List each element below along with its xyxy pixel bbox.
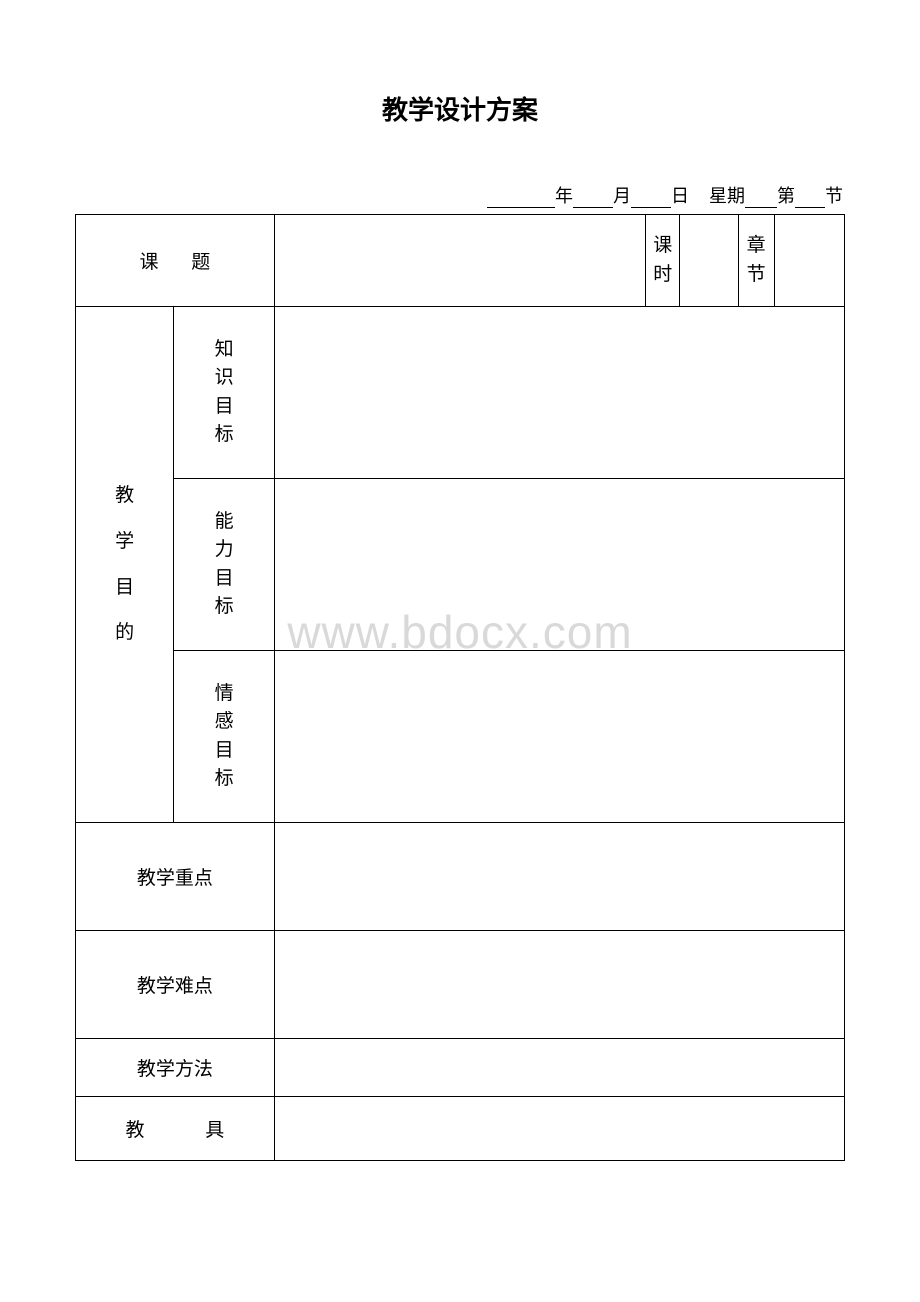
day-label: 日 — [671, 186, 689, 206]
classhour-value[interactable] — [680, 215, 738, 307]
keypoint-value[interactable] — [274, 823, 844, 931]
tool-label: 教 具 — [76, 1097, 275, 1161]
year-blank[interactable] — [487, 188, 555, 208]
knowledge-goal-label: 知 识 目 标 — [174, 307, 274, 479]
period-label: 第 — [777, 186, 795, 206]
difficulty-label: 教学难点 — [76, 931, 275, 1039]
difficulty-value[interactable] — [274, 931, 844, 1039]
chapter-label: 章节 — [738, 215, 774, 307]
year-label: 年 — [555, 186, 573, 206]
tool-value[interactable] — [274, 1097, 844, 1161]
weekday-blank[interactable] — [745, 188, 777, 208]
month-label: 月 — [613, 186, 631, 206]
page-title: 教学设计方案 — [75, 90, 845, 127]
topic-label: 课 题 — [76, 215, 275, 307]
period-unit-label: 节 — [825, 186, 843, 206]
lesson-plan-table: 课 题 课时 章节 教 学 目 的 — [75, 214, 845, 1161]
ability-goal-label: 能 力 目 标 — [174, 479, 274, 651]
knowledge-goal-value[interactable] — [274, 307, 844, 479]
method-label: 教学方法 — [76, 1039, 275, 1097]
topic-value[interactable] — [274, 215, 645, 307]
month-blank[interactable] — [573, 188, 613, 208]
emotion-goal-label: 情 感 目 标 — [174, 651, 274, 823]
date-line: 年 月 日星期 第 节 — [75, 182, 845, 208]
teaching-goal-label: 教 学 目 的 — [76, 307, 174, 823]
weekday-label: 星期 — [709, 186, 745, 206]
method-value[interactable] — [274, 1039, 844, 1097]
period-blank[interactable] — [795, 188, 825, 208]
day-blank[interactable] — [631, 188, 671, 208]
ability-goal-value[interactable] — [274, 479, 844, 651]
chapter-value[interactable] — [774, 215, 844, 307]
keypoint-label: 教学重点 — [76, 823, 275, 931]
classhour-label: 课时 — [646, 215, 680, 307]
emotion-goal-value[interactable] — [274, 651, 844, 823]
